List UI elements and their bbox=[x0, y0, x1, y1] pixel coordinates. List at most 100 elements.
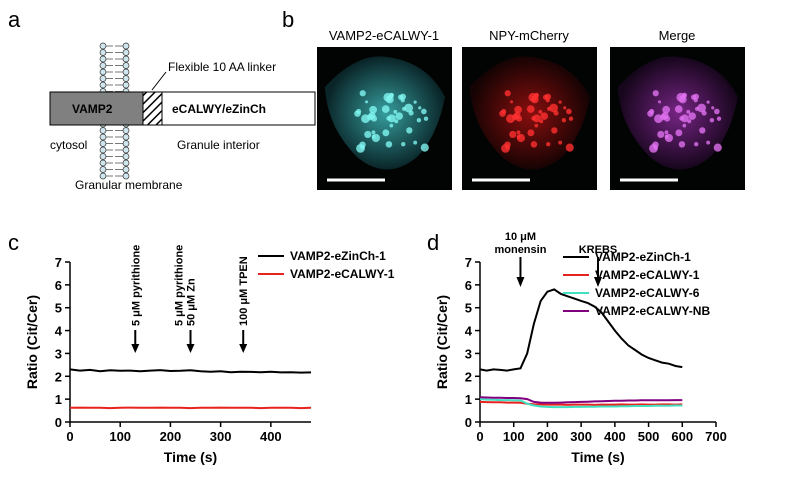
granule bbox=[416, 118, 422, 123]
granule bbox=[371, 130, 376, 135]
granule bbox=[549, 103, 558, 113]
x-tick-label: 100 bbox=[503, 429, 525, 444]
granule bbox=[686, 109, 691, 114]
granule bbox=[513, 112, 521, 120]
granule bbox=[714, 108, 720, 115]
probe-label: eCALWY/eZinCh bbox=[172, 102, 266, 116]
y-axis-title: Ratio (Cit/Cer) bbox=[24, 295, 40, 389]
linker-box bbox=[142, 91, 163, 126]
granule bbox=[369, 105, 377, 114]
granule bbox=[709, 118, 715, 123]
granule bbox=[382, 129, 390, 137]
granule bbox=[664, 130, 669, 135]
lipid-head bbox=[122, 68, 130, 76]
x-tick-label: 0 bbox=[66, 429, 73, 444]
granule bbox=[510, 100, 514, 104]
granule bbox=[563, 106, 567, 110]
granule bbox=[420, 143, 429, 152]
granule bbox=[658, 100, 662, 104]
legend-label: VAMP2-eCALWY-6 bbox=[595, 286, 700, 300]
granule bbox=[540, 112, 548, 120]
micrographs bbox=[317, 47, 745, 190]
y-tick-label: 6 bbox=[465, 278, 472, 293]
y-tick-label: 0 bbox=[465, 415, 472, 430]
x-tick-label: 300 bbox=[210, 429, 232, 444]
lipid-head bbox=[122, 146, 130, 154]
granule bbox=[413, 140, 418, 145]
granule bbox=[675, 129, 683, 137]
panel-label: d bbox=[427, 230, 439, 255]
granule bbox=[423, 116, 429, 121]
lipid-head bbox=[99, 75, 107, 82]
arrow-head bbox=[239, 344, 248, 353]
lipid-head bbox=[99, 159, 107, 167]
y-tick-label: 0 bbox=[55, 415, 62, 430]
granule bbox=[360, 145, 365, 150]
granule bbox=[527, 129, 535, 137]
y-tick-label: 4 bbox=[55, 324, 63, 339]
x-tick-label: 400 bbox=[604, 429, 626, 444]
y-tick-label: 7 bbox=[465, 255, 472, 270]
granule bbox=[694, 141, 699, 147]
lipid-head bbox=[122, 140, 130, 147]
y-tick-label: 3 bbox=[465, 346, 472, 361]
granule bbox=[558, 140, 563, 145]
granule bbox=[664, 133, 673, 143]
annotation-text: 5 μM pyrithione bbox=[130, 245, 142, 326]
granule bbox=[413, 100, 417, 104]
granule bbox=[699, 127, 706, 134]
granule bbox=[688, 112, 696, 120]
granule bbox=[558, 100, 562, 104]
y-tick-label: 6 bbox=[55, 278, 62, 293]
annotation-text: 100 μM TPEN bbox=[238, 256, 250, 326]
lipid-head bbox=[122, 166, 130, 173]
granule bbox=[381, 105, 390, 113]
granule bbox=[697, 103, 706, 113]
arrow-head bbox=[186, 344, 195, 353]
panel-label: c bbox=[8, 230, 19, 255]
annotation-text: 5 μM pyrithione bbox=[174, 245, 186, 326]
arrow-head bbox=[594, 277, 602, 287]
granule bbox=[657, 130, 665, 139]
annotation-text: 50 μM Zn bbox=[186, 278, 198, 326]
lipid-head bbox=[99, 68, 107, 76]
granule bbox=[504, 90, 511, 97]
granule bbox=[385, 141, 393, 148]
lipid-head bbox=[99, 49, 107, 56]
series-line bbox=[479, 396, 683, 404]
linker-label: Flexible 10 AA linker bbox=[168, 60, 276, 74]
series-line bbox=[479, 398, 683, 409]
interior-label: Granule interior bbox=[177, 138, 260, 152]
lipid-head bbox=[122, 172, 130, 180]
granule bbox=[359, 90, 366, 97]
annotation-text: 10 μM bbox=[505, 231, 536, 243]
lipid-head bbox=[99, 81, 107, 89]
y-tick-label: 3 bbox=[55, 346, 62, 361]
y-tick-label: 4 bbox=[465, 324, 473, 339]
lipid-head bbox=[122, 127, 130, 134]
granule bbox=[533, 93, 539, 99]
lipid-head bbox=[99, 127, 107, 134]
lipid-head bbox=[99, 146, 107, 154]
x-tick-label: 500 bbox=[638, 429, 660, 444]
granule bbox=[661, 112, 669, 120]
panel-label: a bbox=[8, 7, 21, 32]
panel-label: b bbox=[282, 7, 294, 32]
granule bbox=[404, 103, 413, 113]
granule bbox=[681, 93, 687, 99]
x-tick-label: 700 bbox=[705, 429, 727, 444]
micrograph-title: NPY-mCherry bbox=[489, 28, 569, 43]
granule bbox=[505, 145, 510, 150]
y-tick-label: 1 bbox=[465, 392, 472, 407]
granule bbox=[568, 116, 574, 121]
granule bbox=[674, 105, 683, 113]
granule bbox=[551, 127, 558, 134]
granule bbox=[713, 143, 722, 152]
granule bbox=[647, 110, 654, 117]
lipid-head bbox=[122, 49, 130, 56]
y-tick-label: 5 bbox=[55, 301, 62, 316]
x-tick-label: 200 bbox=[160, 429, 182, 444]
granule bbox=[354, 110, 361, 117]
